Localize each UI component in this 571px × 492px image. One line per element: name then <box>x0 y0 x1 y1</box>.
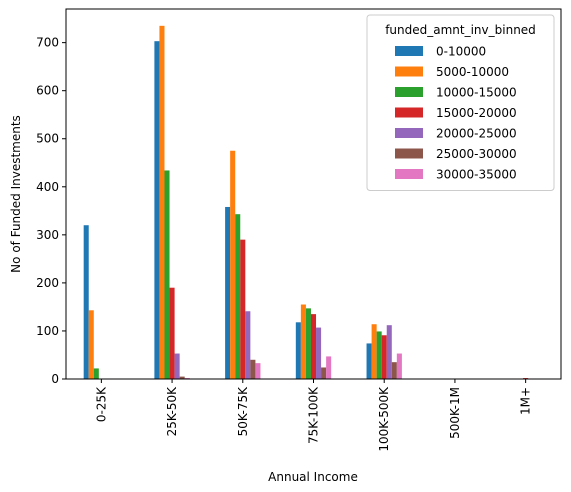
bar-0-25K-5000-10000 <box>88 310 94 379</box>
y-tick-label: 700 <box>36 36 59 50</box>
bars-layer <box>83 25 529 379</box>
legend-title: funded_amnt_inv_binned <box>385 23 536 37</box>
x-tick-label: 500K-1M <box>448 387 462 439</box>
legend-swatch <box>395 169 423 179</box>
legend-entry-label: 10000-15000 <box>436 86 517 100</box>
bar-100K-500K-0-10000 <box>366 343 372 379</box>
y-tick-label: 0 <box>51 372 59 386</box>
bar-75K-100K-15000-20000 <box>310 314 317 379</box>
bar-75K-100K-20000-25000 <box>316 327 322 379</box>
legend-box <box>366 14 555 191</box>
bar-25K-50K-25000-30000 <box>179 376 185 379</box>
bar-100K-500K-15000-20000 <box>381 335 387 379</box>
x-tick-label: 25K-50K <box>165 386 179 436</box>
bar-50K-75K-0-10000 <box>225 206 231 379</box>
y-tick-label: 100 <box>36 324 59 338</box>
bar-50K-75K-10000-15000 <box>235 214 241 379</box>
x-tick-label: 100K-500K <box>377 386 391 452</box>
y-axis-title: No of Funded Investments <box>9 115 23 273</box>
y-tick-label: 500 <box>36 132 59 146</box>
legend-swatch <box>395 66 423 77</box>
bar-50K-75K-15000-20000 <box>240 239 246 379</box>
bar-50K-75K-25000-30000 <box>250 359 256 379</box>
bar-75K-100K-30000-35000 <box>326 356 332 379</box>
x-axis: 0-25K 25K-50K 50K-75K 75K-100K 100K-500K 500K… <box>94 379 533 452</box>
x-axis-title: Annual Income <box>268 470 358 484</box>
legend-swatch <box>395 107 423 118</box>
bar-50K-75K-30000-35000 <box>255 363 261 379</box>
bar-25K-50K-0-10000 <box>154 41 160 379</box>
x-tick-label: 1M+ <box>519 387 533 415</box>
bar-100K-500K-5000-10000 <box>371 324 377 379</box>
legend-entry-label: 5000-10000 <box>436 65 509 79</box>
x-tick-label: 0-25K <box>94 386 108 422</box>
y-axis: 0 100 200 300 400 500 600 700 <box>36 36 66 386</box>
legend-entry-label: 0-10000 <box>436 45 486 59</box>
y-tick-label: 400 <box>36 180 59 194</box>
legend-entry-label: 30000-35000 <box>436 168 517 182</box>
bar-25K-50K-5000-10000 <box>159 25 165 379</box>
y-tick-label: 200 <box>36 276 59 290</box>
bar-25K-50K-10000-15000 <box>164 170 170 379</box>
bar-75K-100K-25000-30000 <box>321 367 327 379</box>
bar-25K-50K-15000-20000 <box>169 287 175 379</box>
bar-0-25K-10000-15000 <box>93 368 99 379</box>
bar-100K-500K-25000-30000 <box>391 362 397 379</box>
legend: funded_amnt_inv_binned 0-10000 5000-10000 1… <box>366 14 555 191</box>
bar-100K-500K-10000-15000 <box>376 331 382 379</box>
bar-75K-100K-0-10000 <box>295 322 301 379</box>
legend-swatch <box>395 148 423 159</box>
legend-swatch <box>395 46 423 56</box>
x-tick-label: 75K-100K <box>307 386 321 444</box>
bar-75K-100K-10000-15000 <box>305 308 311 379</box>
bar-75K-100K-5000-10000 <box>300 304 306 379</box>
bar-100K-500K-20000-25000 <box>386 325 392 379</box>
legend-entry-label: 20000-25000 <box>436 127 517 141</box>
y-tick-label: 300 <box>36 228 59 242</box>
legend-entry-label: 15000-20000 <box>436 106 517 120</box>
legend-swatch <box>395 128 423 138</box>
bar-0-25K-0-10000 <box>83 225 89 379</box>
y-tick-label: 600 <box>36 84 59 98</box>
bar-25K-50K-20000-25000 <box>174 353 180 379</box>
bar-100K-500K-30000-35000 <box>396 353 402 379</box>
x-tick-label: 50K-75K <box>236 386 250 436</box>
legend-swatch <box>395 87 423 97</box>
bar-50K-75K-20000-25000 <box>245 311 251 379</box>
bar-50K-75K-5000-10000 <box>230 150 236 379</box>
legend-entry-label: 25000-30000 <box>436 147 517 161</box>
